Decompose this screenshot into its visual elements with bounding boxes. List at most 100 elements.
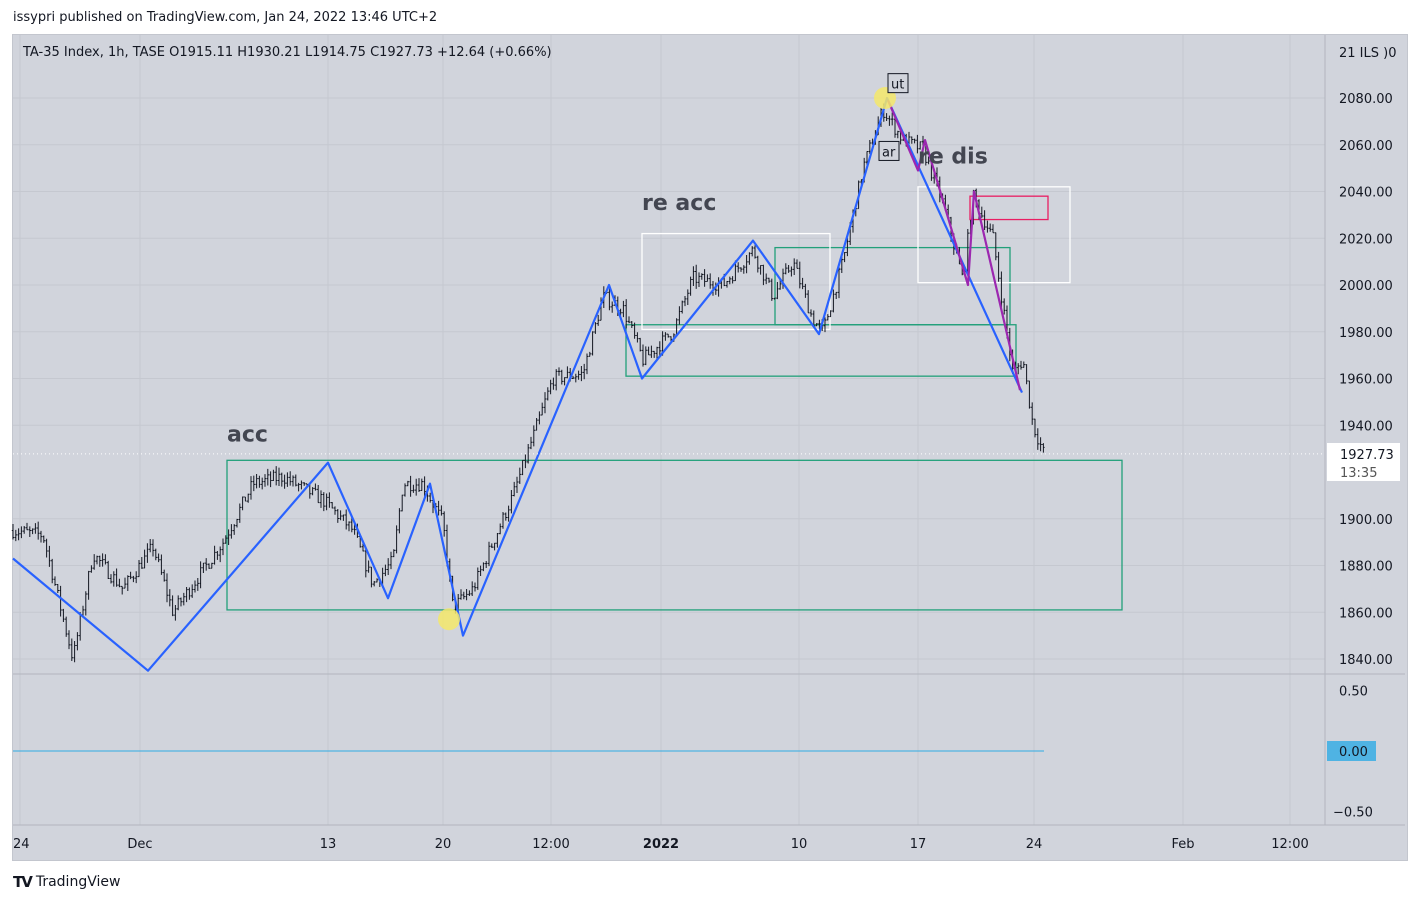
price-bar bbox=[163, 569, 166, 582]
price-bar bbox=[885, 113, 888, 122]
price-tick-label: 1960.00 bbox=[1339, 373, 1393, 388]
price-bar bbox=[277, 467, 281, 486]
price-bar bbox=[112, 571, 115, 587]
price-bar bbox=[689, 276, 692, 296]
price-bar bbox=[891, 112, 894, 126]
price-bar bbox=[459, 589, 463, 600]
price-bar bbox=[725, 281, 729, 288]
price-bar bbox=[160, 554, 163, 575]
price-bar bbox=[392, 549, 395, 558]
re-acc-highlight-box bbox=[641, 232, 831, 331]
price-bar bbox=[272, 469, 275, 481]
price-bar bbox=[479, 565, 482, 576]
price-bar bbox=[241, 496, 244, 511]
price-bar bbox=[90, 565, 93, 573]
price-bar bbox=[1031, 402, 1034, 425]
price-bar bbox=[535, 417, 538, 431]
time-tick-label: 10 bbox=[791, 837, 808, 852]
price-bar bbox=[146, 543, 149, 563]
price-bar bbox=[846, 237, 849, 257]
price-bar bbox=[132, 575, 135, 583]
indicator-value-label: 0.00 bbox=[1339, 745, 1368, 760]
price-bar bbox=[636, 332, 639, 343]
price-bar bbox=[300, 480, 303, 490]
price-bar bbox=[151, 539, 155, 557]
price-bar bbox=[140, 556, 143, 569]
price-bar bbox=[48, 545, 51, 567]
price-bar bbox=[314, 483, 317, 491]
price-bar bbox=[767, 277, 771, 283]
price-bar bbox=[997, 251, 1000, 282]
price-bar bbox=[829, 310, 832, 318]
price-bar bbox=[686, 289, 689, 305]
annotation-label: re dis bbox=[918, 144, 988, 169]
price-bar bbox=[983, 210, 986, 230]
tradingview-logo[interactable]: TV TradingView bbox=[13, 873, 120, 891]
price-bar bbox=[499, 523, 502, 535]
price-bar bbox=[126, 575, 129, 591]
price-bar bbox=[639, 337, 642, 352]
price-bar bbox=[888, 115, 891, 126]
price-bar bbox=[409, 475, 412, 497]
time-tick-label: Feb bbox=[1171, 837, 1194, 852]
price-bar bbox=[325, 493, 328, 511]
price-bar bbox=[759, 265, 762, 275]
price-bar bbox=[709, 273, 712, 289]
highlight-marker bbox=[438, 608, 460, 631]
price-bar bbox=[622, 300, 625, 318]
price-bar bbox=[695, 264, 698, 289]
price-tick-label: 2060.00 bbox=[1339, 139, 1393, 154]
price-bar bbox=[384, 564, 387, 577]
price-bar bbox=[342, 514, 345, 521]
price-bar bbox=[20, 526, 23, 539]
price-bar bbox=[188, 587, 191, 600]
price-bar bbox=[697, 272, 701, 287]
price-bar bbox=[1025, 364, 1028, 385]
price-bar bbox=[420, 478, 423, 492]
price-bar bbox=[149, 538, 152, 553]
price-bar bbox=[303, 482, 306, 486]
price-bar bbox=[496, 532, 499, 548]
brand-label: TradingView bbox=[35, 874, 121, 890]
price-bar bbox=[527, 443, 530, 464]
price-bar bbox=[644, 346, 647, 366]
price-bar bbox=[258, 475, 261, 488]
price-bar bbox=[773, 297, 776, 300]
price-bar bbox=[510, 490, 513, 514]
price-bar bbox=[585, 353, 589, 375]
price-bar bbox=[199, 561, 202, 589]
price-bar bbox=[331, 501, 334, 509]
price-bar bbox=[28, 526, 31, 537]
price-bar bbox=[233, 524, 236, 535]
time-tick-label: 24 bbox=[13, 837, 30, 852]
price-bar bbox=[487, 541, 491, 567]
price-bar bbox=[482, 562, 485, 572]
price-bar bbox=[801, 277, 804, 290]
price-bar bbox=[795, 259, 799, 269]
price-bar bbox=[45, 538, 48, 558]
time-tick-label: 2022 bbox=[643, 837, 679, 852]
price-bar bbox=[207, 563, 211, 569]
price-bar bbox=[501, 512, 505, 529]
price-bar bbox=[549, 379, 552, 395]
price-bar bbox=[53, 576, 57, 586]
price-bar bbox=[594, 322, 597, 334]
price-bar bbox=[104, 554, 107, 565]
price-bar bbox=[193, 580, 197, 593]
time-tick-label: 12:00 bbox=[1271, 837, 1308, 852]
price-bar bbox=[95, 555, 99, 565]
price-bar bbox=[135, 571, 138, 584]
price-bar bbox=[703, 269, 706, 287]
price-bar bbox=[353, 523, 356, 535]
price-bar bbox=[37, 521, 40, 540]
price-bar bbox=[798, 261, 801, 289]
price-bar bbox=[39, 530, 43, 543]
price-tick-label: 1840.00 bbox=[1339, 653, 1393, 668]
price-bar bbox=[196, 578, 199, 591]
indicator-tick-label: 0.50 bbox=[1339, 685, 1368, 700]
price-bar bbox=[238, 503, 241, 523]
price-bar bbox=[989, 223, 992, 232]
price-bar bbox=[683, 296, 687, 307]
price-bar bbox=[790, 266, 793, 277]
